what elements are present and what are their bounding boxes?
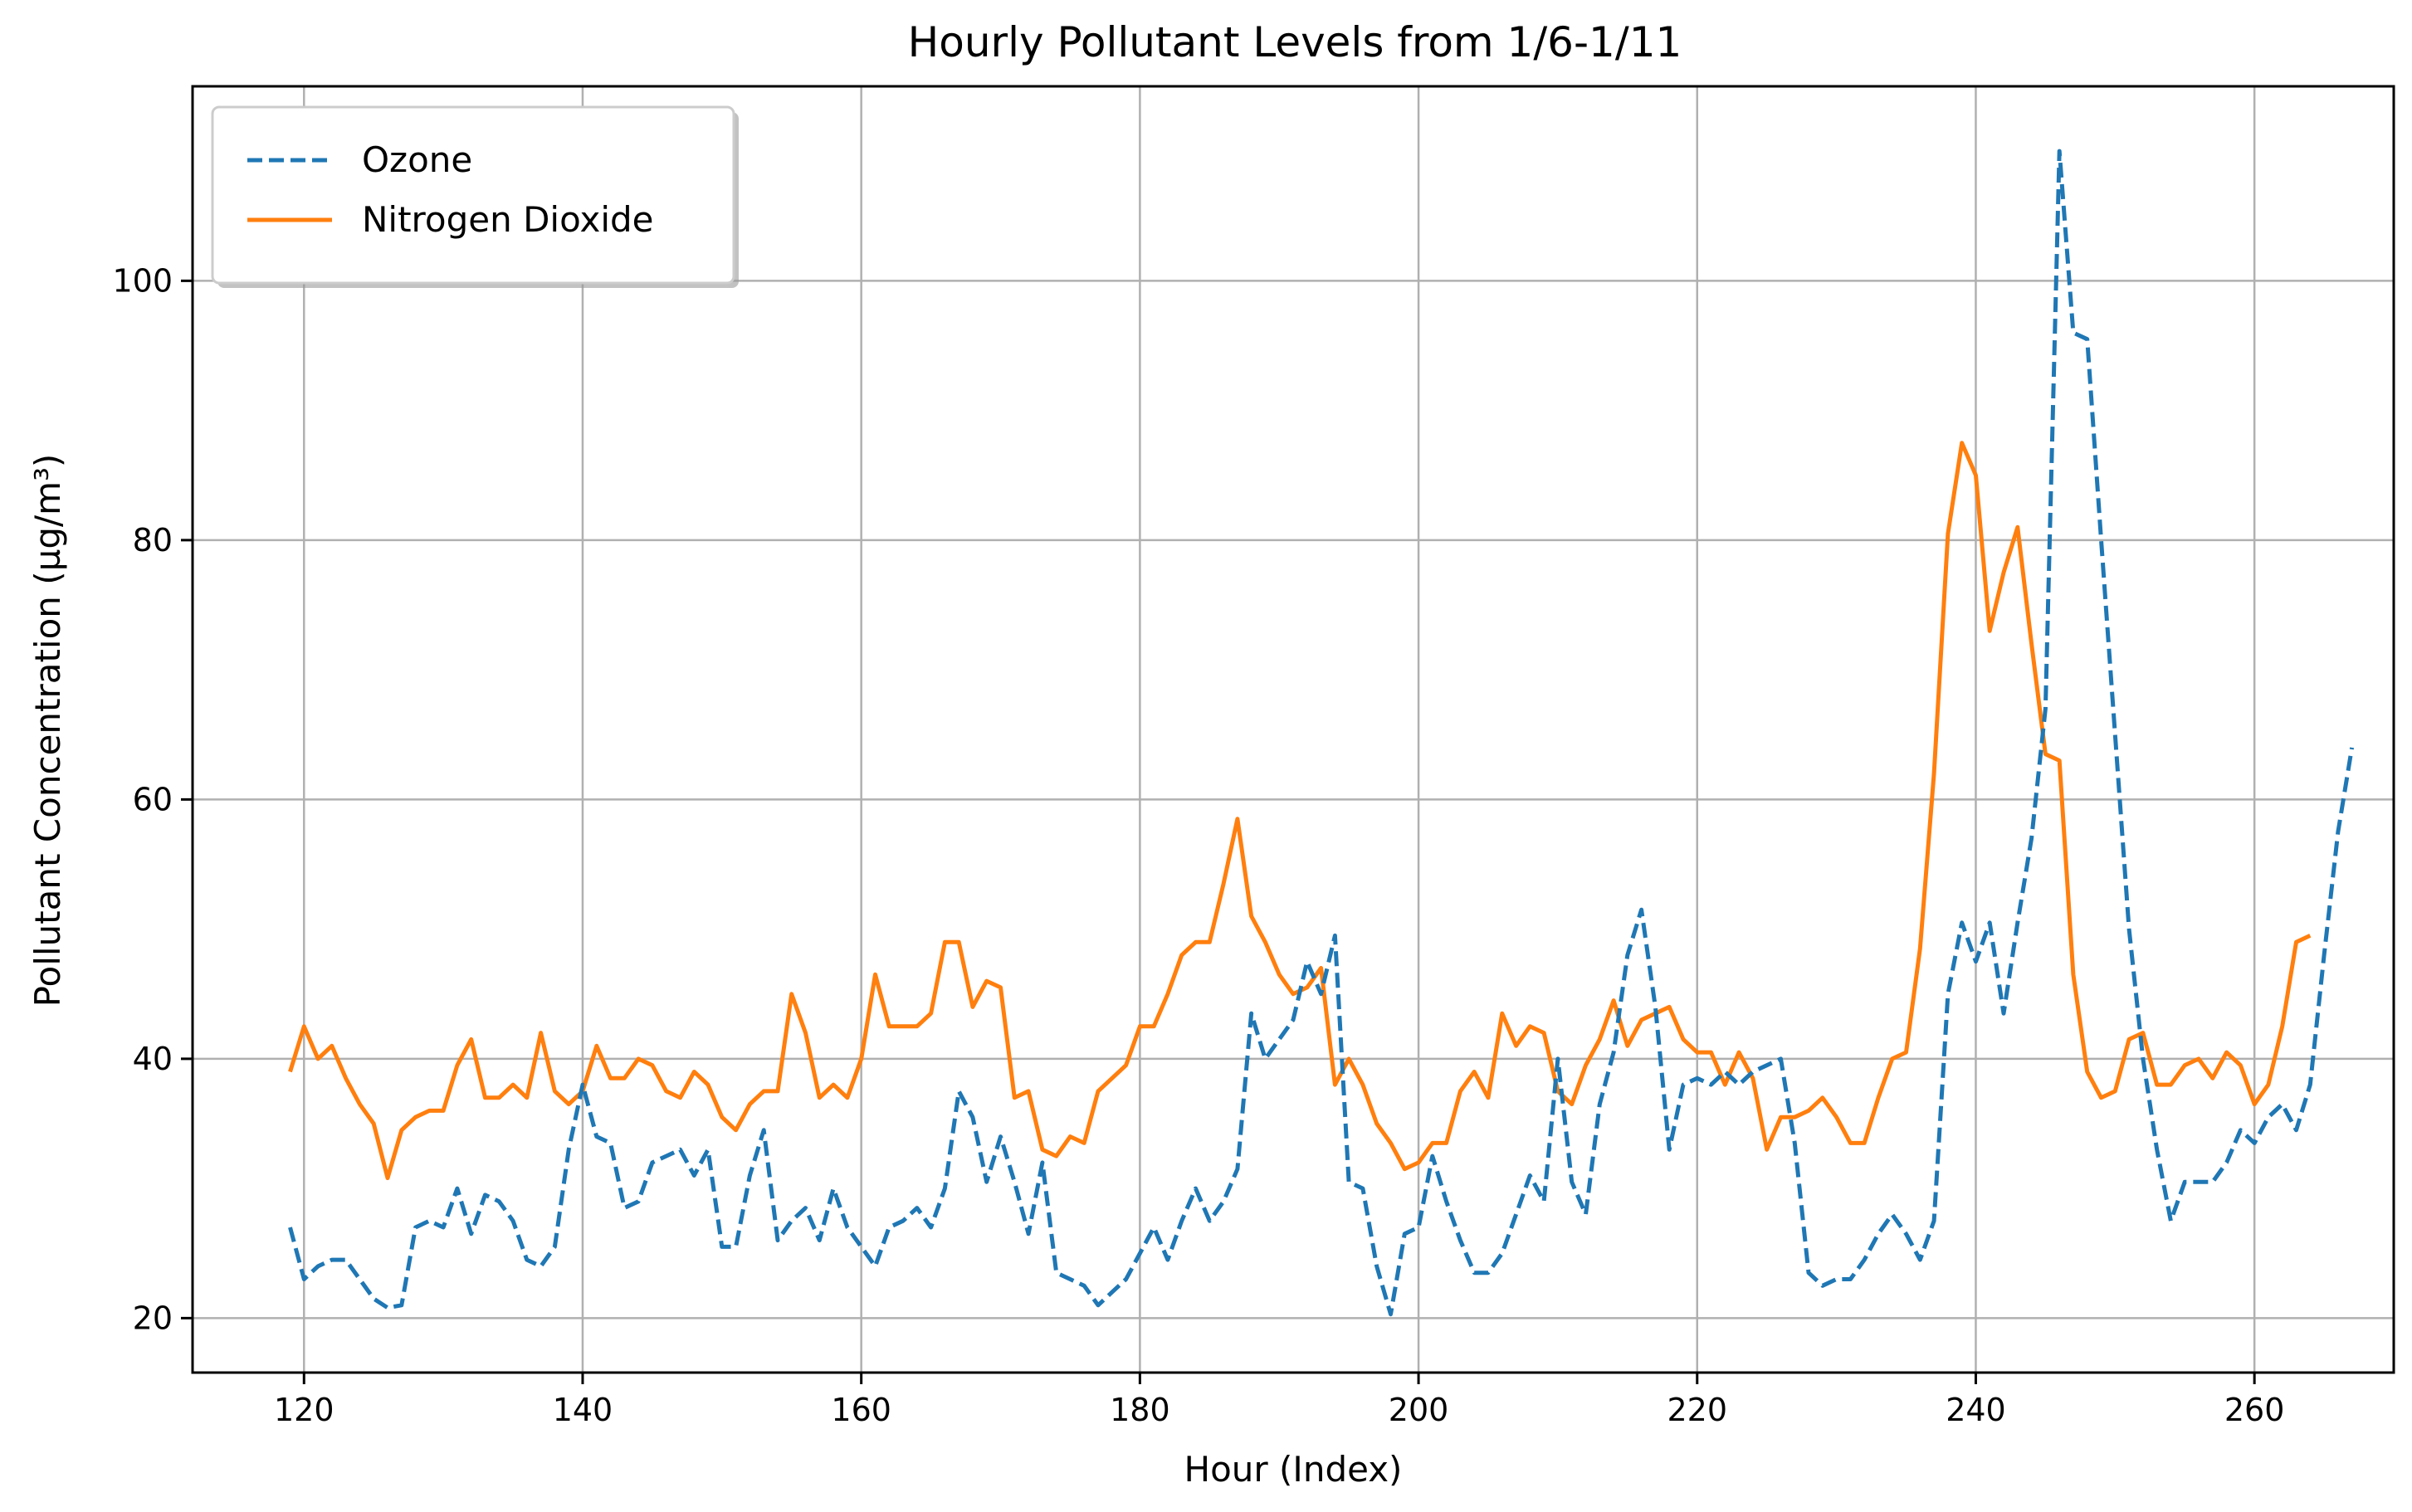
y-tick-label: 20 — [133, 1300, 173, 1336]
x-tick-label: 160 — [831, 1392, 891, 1428]
x-tick-label: 140 — [553, 1392, 613, 1428]
y-tick-label: 80 — [133, 522, 173, 558]
x-axis-label: Hour (Index) — [1184, 1449, 1403, 1490]
legend-label-ozone: Ozone — [362, 139, 472, 180]
legend-box — [211, 105, 735, 285]
y-tick-label: 60 — [133, 781, 173, 817]
series-layer — [288, 149, 2355, 1317]
chart-title: Hourly Pollutant Levels from 1/6-1/11 — [908, 18, 1682, 66]
x-tick-label: 120 — [274, 1392, 334, 1428]
x-tick-label: 260 — [2224, 1392, 2285, 1428]
legend-label-nitrogen-dioxide: Nitrogen Dioxide — [362, 199, 654, 240]
y-axis-label: Pollutant Concentration (µg/m³) — [27, 454, 68, 1007]
y-tick-label: 100 — [112, 262, 173, 299]
series-line-ozone — [288, 149, 2355, 1317]
y-tick-label: 40 — [133, 1041, 173, 1077]
axis-ticks: 120 140 160 180 200 220 240 260 20 40 60 80 100 — [112, 262, 2284, 1428]
x-tick-label: 220 — [1667, 1392, 1727, 1428]
x-tick-label: 240 — [1946, 1392, 2006, 1428]
x-tick-label: 180 — [1110, 1392, 1170, 1428]
grid-lines — [193, 86, 2394, 1373]
legend: Ozone Nitrogen Dioxide — [211, 105, 739, 288]
x-tick-label: 200 — [1389, 1392, 1449, 1428]
plot-frame — [191, 85, 2395, 1374]
